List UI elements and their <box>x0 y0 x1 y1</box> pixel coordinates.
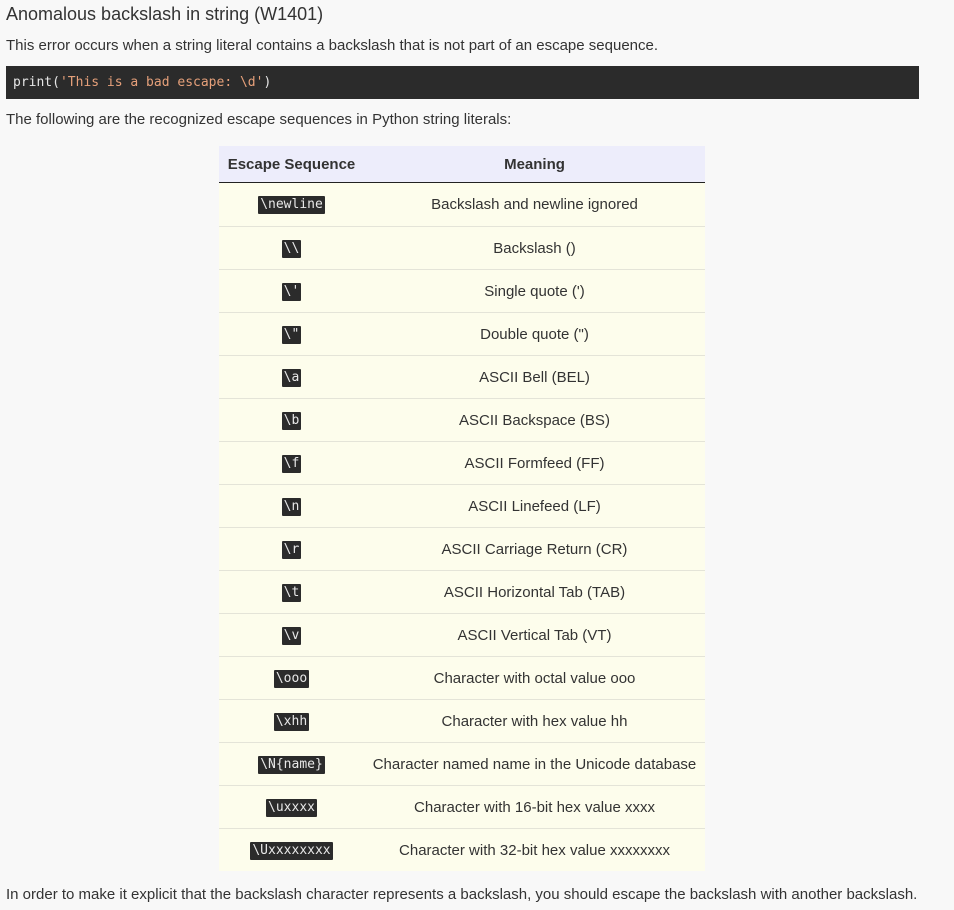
table-row: \v ASCII Vertical Tab (VT) <box>219 613 705 657</box>
escape-sequence-code: \t <box>281 583 302 602</box>
intro-paragraph: This error occurs when a string literal … <box>6 37 659 54</box>
meaning-cell: Backslash () <box>364 226 705 270</box>
meaning-cell: Character named name in the Unicode data… <box>364 742 705 786</box>
meaning-cell: Backslash and newline ignored <box>364 182 705 227</box>
escape-sequence-cell: \" <box>219 312 364 356</box>
table-row: \N{name} Character named name in the Unic… <box>219 742 705 786</box>
table-row: \uxxxx Character with 16-bit hex value xx… <box>219 785 705 829</box>
table-header-row: Escape Sequence Meaning <box>219 146 705 183</box>
table-row: \\ Backslash () <box>219 226 705 270</box>
code-example: print('This is a bad escape: \d') <box>6 66 919 99</box>
meaning-cell: Character with hex value hh <box>364 699 705 743</box>
meaning-cell: ASCII Linefeed (LF) <box>364 484 705 528</box>
table-row: \a ASCII Bell (BEL) <box>219 355 705 399</box>
escape-sequence-cell: \ooo <box>219 656 364 700</box>
escape-sequence-cell: \v <box>219 613 364 657</box>
header-meaning: Meaning <box>364 146 705 183</box>
escape-sequence-cell: \n <box>219 484 364 528</box>
meaning-cell: ASCII Horizontal Tab (TAB) <box>364 570 705 614</box>
meaning-cell: ASCII Vertical Tab (VT) <box>364 613 705 657</box>
escape-sequence-cell: \Uxxxxxxxx <box>219 828 364 871</box>
table-row: \newline Backslash and newline ignored <box>219 182 705 227</box>
escape-sequence-table: Escape Sequence Meaning \newline Backslas… <box>219 146 705 871</box>
escape-sequence-cell: \N{name} <box>219 742 364 786</box>
table-row: \' Single quote (') <box>219 269 705 313</box>
code-call: print( <box>13 75 60 90</box>
page-title: Anomalous backslash in string (W1401) <box>6 4 324 24</box>
table-row: \r ASCII Carriage Return (CR) <box>219 527 705 571</box>
escape-sequence-code: \n <box>281 497 302 516</box>
escape-sequence-code: \b <box>281 411 302 430</box>
escape-sequence-cell: \\ <box>219 226 364 270</box>
escape-sequence-code: \uxxxx <box>266 798 317 817</box>
table-row: \Uxxxxxxxx Character with 32-bit hex valu… <box>219 828 705 871</box>
escape-sequence-cell: \a <box>219 355 364 399</box>
escape-sequence-cell: \r <box>219 527 364 571</box>
meaning-cell: Single quote (') <box>364 269 705 313</box>
escape-sequence-cell: \newline <box>219 182 364 227</box>
table-row: \n ASCII Linefeed (LF) <box>219 484 705 528</box>
escape-sequence-cell: \b <box>219 398 364 442</box>
meaning-cell: ASCII Carriage Return (CR) <box>364 527 705 571</box>
meaning-cell: Character with 32-bit hex value xxxxxxxx <box>364 828 705 871</box>
escape-sequence-code: \N{name} <box>258 755 325 774</box>
header-escape-sequence: Escape Sequence <box>219 146 364 183</box>
escape-sequence-code: \newline <box>258 196 325 214</box>
escape-sequence-code: \xhh <box>273 712 310 731</box>
escape-sequence-cell: \f <box>219 441 364 485</box>
meaning-cell: ASCII Backspace (BS) <box>364 398 705 442</box>
closing-paragraph: In order to make it explicit that the ba… <box>6 886 918 903</box>
escape-sequence-cell: \' <box>219 269 364 313</box>
escape-sequence-code: \f <box>281 454 302 473</box>
escape-sequence-cell: \t <box>219 570 364 614</box>
escape-sequence-cell: \xhh <box>219 699 364 743</box>
table-row: \ooo Character with octal value ooo <box>219 656 705 700</box>
meaning-cell: Double quote (") <box>364 312 705 356</box>
meaning-cell: Character with 16-bit hex value xxxx <box>364 785 705 829</box>
escape-sequence-code: \Uxxxxxxxx <box>250 841 333 860</box>
escape-sequence-code: \ooo <box>273 669 310 688</box>
escape-sequence-code: \a <box>281 368 302 387</box>
escape-sequence-code: \\ <box>281 239 302 258</box>
code-string-literal: 'This is a bad escape: \d' <box>59 75 264 90</box>
escape-sequence-cell: \uxxxx <box>219 785 364 829</box>
table-row: \b ASCII Backspace (BS) <box>219 398 705 442</box>
table-lead-paragraph: The following are the recognized escape … <box>6 111 512 128</box>
table-row: \xhh Character with hex value hh <box>219 699 705 743</box>
meaning-cell: ASCII Bell (BEL) <box>364 355 705 399</box>
meaning-cell: ASCII Formfeed (FF) <box>364 441 705 485</box>
table-row: \" Double quote (") <box>219 312 705 356</box>
code-call-close: ) <box>263 75 272 90</box>
escape-sequence-code: \v <box>281 626 302 645</box>
escape-sequence-code: \' <box>281 282 302 301</box>
escape-sequence-code: \" <box>281 325 302 344</box>
table-row: \t ASCII Horizontal Tab (TAB) <box>219 570 705 614</box>
table-row: \f ASCII Formfeed (FF) <box>219 441 705 485</box>
escape-sequence-code: \r <box>281 540 302 559</box>
meaning-cell: Character with octal value ooo <box>364 656 705 700</box>
